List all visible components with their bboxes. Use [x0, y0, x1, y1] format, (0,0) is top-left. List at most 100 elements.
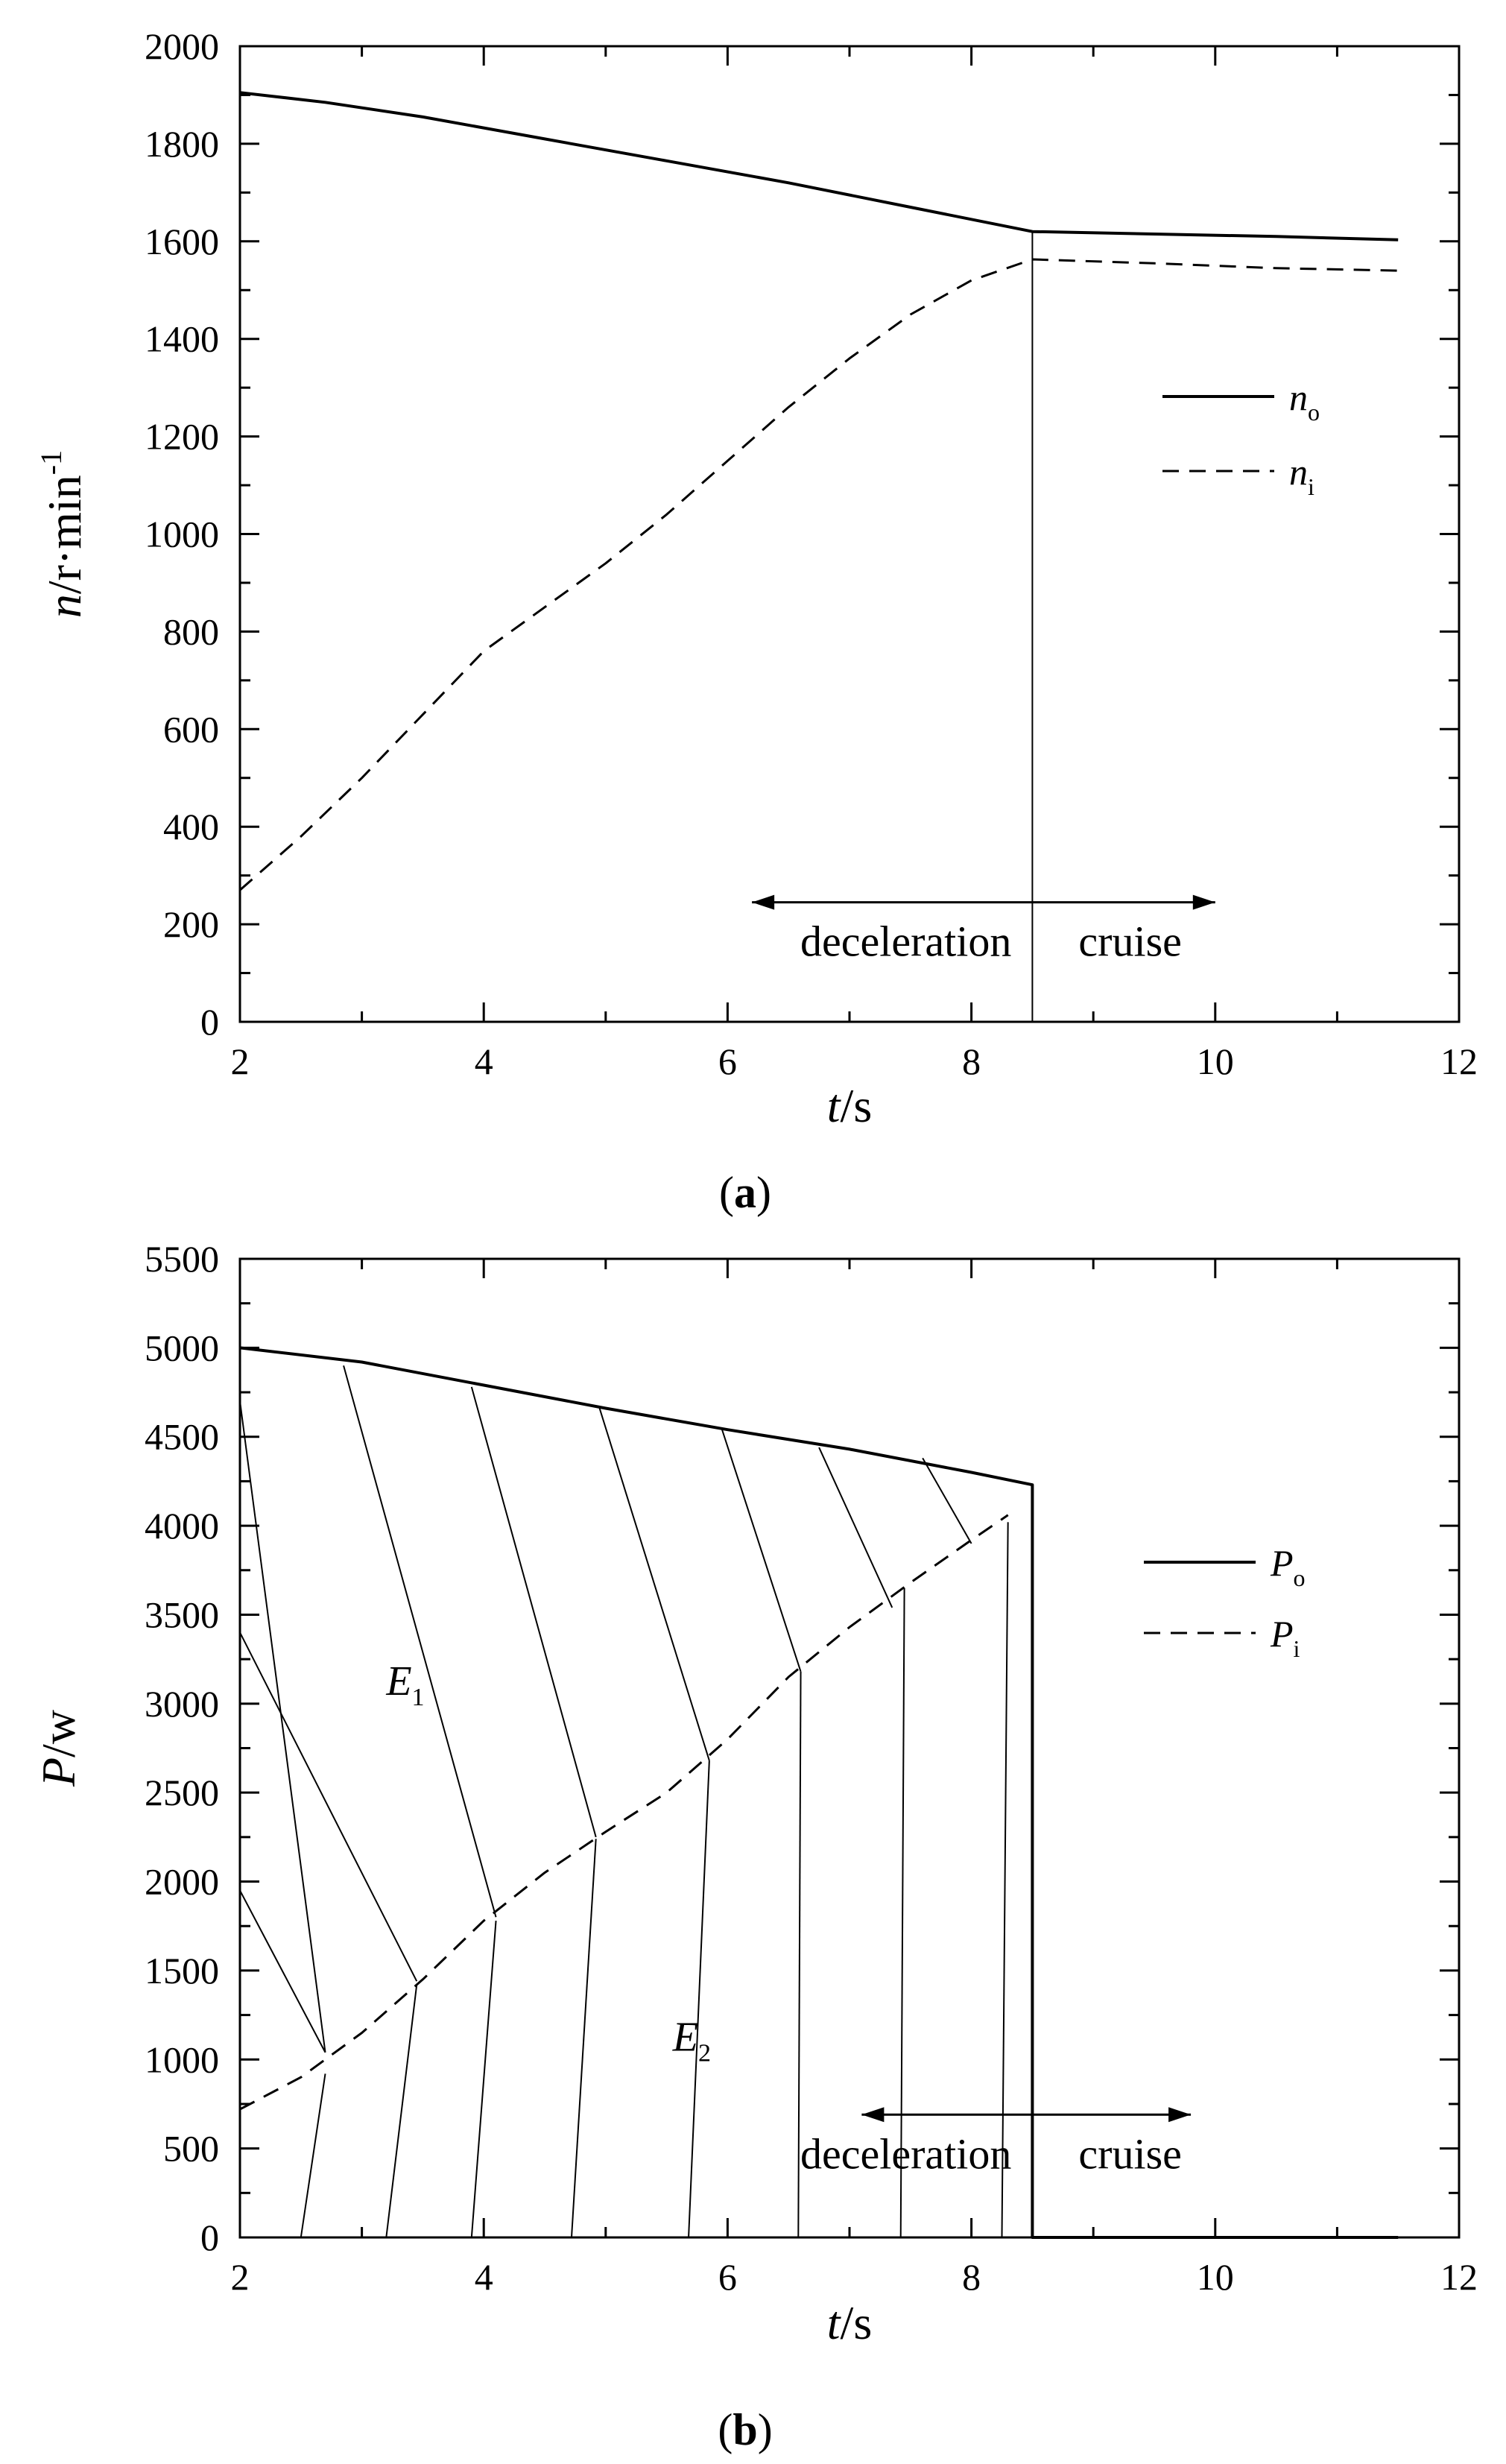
y-tick-label: 4000	[145, 1505, 219, 1547]
panel-a-chart: 2 4 6 8 10 12 0 200 400 600 800 1000 1200 1400 1600 180…	[34, 25, 1478, 1217]
y-tick-label: 800	[163, 610, 219, 652]
y-axis-label: n/r·min-1	[34, 450, 91, 618]
y-tick-label: 1000	[145, 514, 219, 555]
legend-subscript: o	[1308, 399, 1320, 426]
region-subscript: 2	[698, 2039, 711, 2067]
x-tick-label: 10	[1197, 2256, 1234, 2298]
y-axis-unit: /r·min	[38, 475, 91, 594]
hatch-line	[688, 1760, 710, 2238]
y-tick-label: 1200	[145, 416, 219, 458]
x-axis-var: t	[827, 2296, 842, 2349]
series-line-n-o	[239, 91, 1399, 241]
legend-subscript: i	[1308, 473, 1314, 500]
y-tick-label: 3000	[145, 1683, 219, 1725]
hatch-line	[598, 1408, 710, 1761]
hatch-line	[570, 1839, 597, 2238]
hatch-line	[239, 1890, 326, 2053]
hatch-line	[818, 1447, 893, 1608]
hatch-line	[797, 1671, 802, 2238]
y-tick-label: 0	[200, 2217, 219, 2258]
y-tick-label: 400	[163, 806, 219, 847]
x-axis-var: t	[827, 1079, 842, 1132]
y-tick-label: 1800	[145, 123, 219, 165]
x-axis-unit: /s	[841, 2296, 873, 2349]
x-tick-label: 4	[475, 1040, 493, 1082]
region-var: E	[672, 2014, 698, 2060]
y-tick-label: 5500	[145, 1238, 219, 1280]
caption-close: )	[756, 1168, 771, 1217]
y-tick-label: 2000	[145, 1861, 219, 1903]
x-tick-label: 6	[718, 2256, 737, 2298]
legend-var: n	[1289, 376, 1308, 418]
y-tick-label: 2500	[145, 1772, 219, 1813]
legend-label: ni	[1289, 451, 1314, 500]
x-tick-label: 10	[1197, 1040, 1234, 1082]
annotation-arrowhead-left	[861, 2107, 885, 2123]
x-axis-label: t/s	[827, 1079, 872, 1132]
x-tick-label: 2	[231, 1040, 250, 1082]
legend-label: Pi	[1270, 1613, 1300, 1662]
annotation-deceleration: deceleration	[800, 2129, 1011, 2178]
plot-frame	[238, 45, 1461, 1023]
x-tick-label: 8	[962, 1040, 981, 1082]
x-tick-label: 6	[718, 1040, 737, 1082]
region-subscript: 1	[412, 1684, 425, 1711]
legend-var: P	[1270, 1542, 1294, 1584]
hatch-line	[922, 1457, 972, 1544]
y-axis-label: P/w	[32, 1710, 85, 1787]
series-line-P-o	[239, 1346, 1399, 2239]
y-tick-label: 1400	[145, 318, 219, 360]
caption-open: (	[719, 1168, 734, 1217]
x-tick-label: 12	[1440, 1040, 1478, 1082]
hatch-line	[721, 1427, 802, 1672]
x-tick-label: 12	[1440, 2256, 1478, 2298]
caption-open: (	[718, 2405, 733, 2454]
caption-letter: b	[733, 2405, 757, 2454]
y-tick-label: 5000	[145, 1327, 219, 1368]
y-axis-var: P	[32, 1757, 85, 1787]
y-axis-unit: /w	[32, 1710, 85, 1757]
legend-var: P	[1270, 1613, 1294, 1655]
hatch-line	[899, 1588, 905, 2238]
region-label: E1	[385, 1658, 424, 1711]
legend-label: Po	[1270, 1542, 1306, 1591]
panel-b-chart: 2 4 6 8 10 1205001000150020002500300035004000…	[32, 1238, 1478, 2454]
hatch-line	[470, 1920, 497, 2238]
legend-subscript: o	[1294, 1564, 1306, 1591]
plot-frame	[238, 1257, 1461, 2239]
y-tick-label: 3500	[145, 1593, 219, 1635]
annotation-arrowhead-right	[1192, 894, 1215, 910]
caption-letter: a	[734, 1168, 756, 1217]
hatch-line	[385, 1984, 418, 2238]
y-tick-label: 500	[163, 2128, 219, 2170]
y-tick-label: 1500	[145, 1950, 219, 1991]
x-tick-label: 8	[962, 2256, 981, 2298]
legend-label: no	[1289, 376, 1320, 426]
legend-var: n	[1289, 451, 1308, 493]
hatch-line	[300, 2073, 326, 2238]
annotation-cruise: cruise	[1078, 917, 1182, 966]
y-tick-label: 600	[163, 708, 219, 750]
y-axis-superscript: -1	[34, 450, 68, 475]
caption-close: )	[758, 2405, 773, 2454]
y-tick-label: 4500	[145, 1416, 219, 1458]
y-tick-label: 2000	[145, 25, 219, 67]
x-axis-label: t/s	[827, 2296, 872, 2349]
y-axis-var: n	[38, 594, 91, 618]
hatch-line	[470, 1386, 597, 1838]
series-line-n-i	[239, 258, 1399, 891]
annotation-arrowhead-right	[1168, 2107, 1192, 2123]
annotation-cruise: cruise	[1078, 2129, 1182, 2178]
panel-caption: (b)	[718, 2405, 772, 2454]
panel-caption: (a)	[719, 1168, 771, 1217]
hatch-line	[343, 1365, 497, 1918]
series-line-P-i	[239, 1514, 1009, 2111]
annotation-deceleration: deceleration	[800, 917, 1011, 966]
hatch-line	[239, 1631, 418, 1982]
y-tick-label: 1600	[145, 221, 219, 262]
x-axis-unit: /s	[841, 1079, 873, 1132]
x-tick-label: 2	[231, 2256, 250, 2298]
hatch-line	[239, 1400, 326, 2053]
y-tick-label: 1000	[145, 2038, 219, 2080]
